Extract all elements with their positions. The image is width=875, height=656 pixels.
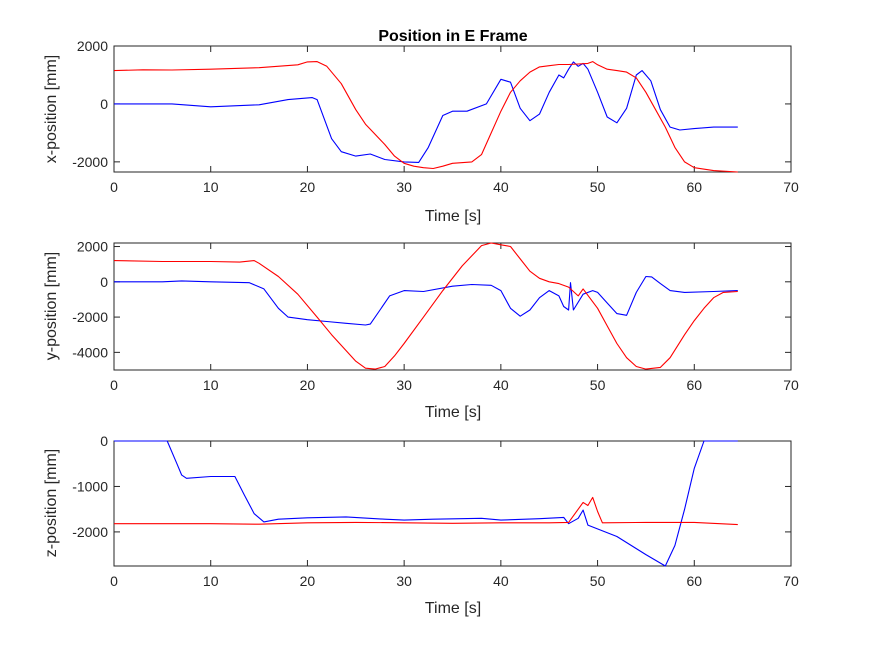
x-tick-label: 10 (203, 179, 219, 195)
x-tick-label: 50 (590, 377, 606, 393)
series-line-2 (113, 242, 738, 370)
x-tick-label: 70 (783, 179, 799, 195)
y-axis-label: y-position [mm] (43, 252, 60, 360)
tick-group: 0 10 20 30 40 50 60 70 -2000 -1000 0 (72, 433, 799, 589)
x-tick-label: 60 (686, 573, 702, 589)
plot-area (113, 440, 792, 567)
y-tick-label: 0 (100, 96, 108, 112)
x-tick-label: 40 (493, 377, 509, 393)
y-tick-label: -1000 (72, 478, 108, 494)
x-tick-label: 20 (300, 179, 316, 195)
x-tick-label: 30 (396, 179, 412, 195)
plot-area (113, 45, 792, 173)
x-axis-label: Time [s] (425, 600, 481, 617)
x-tick-label: 10 (203, 377, 219, 393)
x-tick-label: 40 (493, 573, 509, 589)
x-tick-label: 30 (396, 573, 412, 589)
x-tick-label: 30 (396, 377, 412, 393)
x-axis-label: Time [s] (425, 404, 481, 421)
series-line-2 (113, 61, 738, 173)
plot-area (113, 242, 792, 371)
y-tick-label: -2000 (72, 309, 108, 325)
series-group (113, 242, 738, 370)
series-group (114, 440, 738, 567)
x-tick-label: 60 (686, 179, 702, 195)
series-group (113, 61, 738, 173)
y-tick-label: 0 (100, 433, 108, 449)
y-axis-label: x-position [mm] (43, 55, 60, 163)
x-tick-label: 20 (300, 573, 316, 589)
x-tick-label: 70 (783, 573, 799, 589)
y-tick-label: -2000 (72, 524, 108, 540)
y-tick-label: 2000 (77, 239, 108, 255)
y-tick-label: -4000 (72, 344, 108, 360)
subplot-z-position: 0 10 20 30 40 50 60 70 -2000 -1000 0 Time [s] z-po… (43, 433, 799, 617)
x-tick-label: 70 (783, 377, 799, 393)
y-axis-label: z-position [mm] (43, 449, 60, 557)
x-tick-label: 0 (110, 179, 118, 195)
series-line-1 (114, 275, 738, 326)
x-tick-label: 0 (110, 573, 118, 589)
series-line-2 (114, 496, 738, 526)
x-tick-label: 0 (110, 377, 118, 393)
x-tick-label: 60 (686, 377, 702, 393)
y-tick-label: -2000 (72, 154, 108, 170)
y-tick-label: 2000 (77, 38, 108, 54)
x-tick-label: 50 (590, 179, 606, 195)
x-tick-label: 20 (300, 377, 316, 393)
x-tick-label: 40 (493, 179, 509, 195)
x-tick-label: 10 (203, 573, 219, 589)
series-line-1 (114, 61, 738, 163)
x-axis-label: Time [s] (425, 208, 481, 225)
y-tick-label: 0 (100, 274, 108, 290)
series-line-1 (114, 440, 738, 567)
tick-group: 0 10 20 30 40 50 60 70 -4000 -2000 0 2000 (72, 239, 799, 393)
x-tick-label: 50 (590, 573, 606, 589)
chart-title: Position in E Frame (378, 28, 527, 45)
